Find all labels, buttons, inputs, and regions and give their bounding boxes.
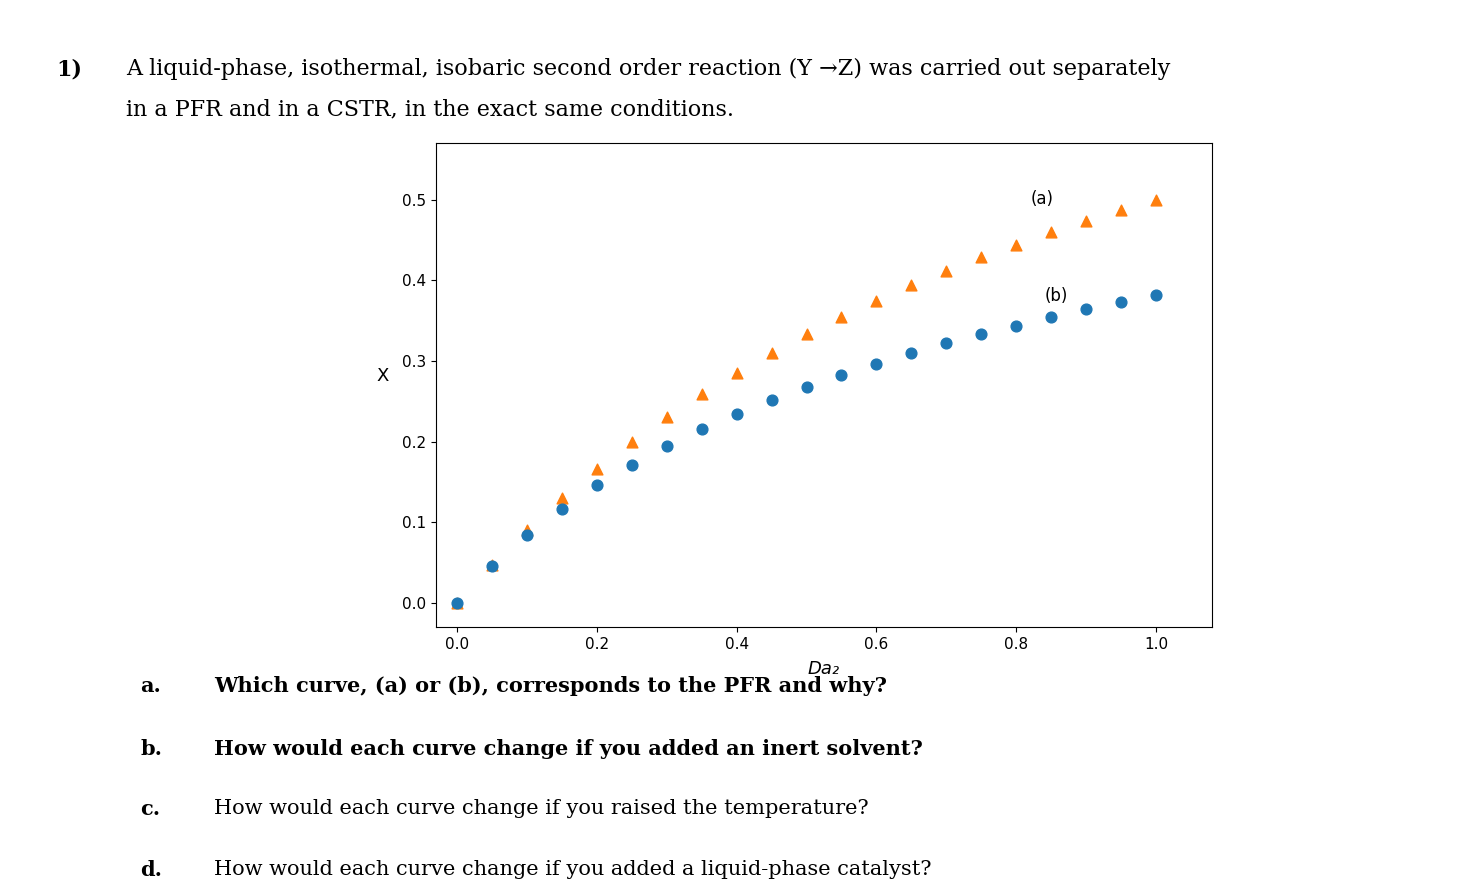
Point <box>619 435 643 449</box>
Point <box>1075 302 1098 316</box>
Text: a.: a. <box>140 676 161 696</box>
Text: How would each curve change if you raised the temperature?: How would each curve change if you raise… <box>214 799 869 818</box>
Point <box>1039 225 1063 239</box>
Point <box>1075 214 1098 228</box>
Text: How would each curve change if you added an inert solvent?: How would each curve change if you added… <box>214 739 924 759</box>
Point <box>934 263 958 278</box>
Point <box>480 557 504 572</box>
Point <box>829 310 853 324</box>
Point <box>514 522 538 537</box>
Point <box>619 458 643 472</box>
Text: A liquid-phase, isothermal, isobaric second order reaction (Y →Z) was carried ou: A liquid-phase, isothermal, isobaric sec… <box>126 58 1171 81</box>
Point <box>865 357 888 371</box>
Point <box>690 387 714 401</box>
Point <box>829 367 853 382</box>
Text: in a PFR and in a CSTR, in the exact same conditions.: in a PFR and in a CSTR, in the exact sam… <box>126 99 733 121</box>
Point <box>1005 318 1029 332</box>
Point <box>724 407 748 421</box>
Text: (a): (a) <box>1030 190 1054 208</box>
Point <box>1110 295 1134 309</box>
Point <box>550 502 573 516</box>
Point <box>1039 310 1063 324</box>
Point <box>865 294 888 308</box>
Point <box>445 596 469 610</box>
Point <box>934 336 958 350</box>
Text: 1): 1) <box>56 58 83 81</box>
Point <box>795 380 819 394</box>
Text: How would each curve change if you added a liquid-phase catalyst?: How would each curve change if you added… <box>214 860 931 879</box>
Text: (b): (b) <box>1043 287 1067 305</box>
Point <box>795 327 819 341</box>
Point <box>970 327 993 341</box>
Point <box>514 528 538 542</box>
Point <box>585 461 609 476</box>
Text: Which curve, (a) or (b), corresponds to the PFR and why?: Which curve, (a) or (b), corresponds to … <box>214 676 887 696</box>
Point <box>1144 193 1168 207</box>
Point <box>585 478 609 493</box>
Point <box>760 392 783 407</box>
Point <box>1110 203 1134 218</box>
Text: d.: d. <box>140 860 163 880</box>
Point <box>550 491 573 505</box>
Text: b.: b. <box>140 739 163 759</box>
Text: c.: c. <box>140 799 161 819</box>
Point <box>724 366 748 380</box>
Y-axis label: X: X <box>377 367 389 385</box>
Point <box>970 250 993 264</box>
Point <box>655 409 678 424</box>
Point <box>1144 288 1168 302</box>
Point <box>480 559 504 573</box>
Point <box>900 278 924 292</box>
Point <box>690 422 714 436</box>
X-axis label: Da₂: Da₂ <box>808 660 840 678</box>
Point <box>655 439 678 453</box>
Point <box>445 596 469 610</box>
Point <box>1005 237 1029 252</box>
Point <box>760 346 783 360</box>
Point <box>900 346 924 360</box>
